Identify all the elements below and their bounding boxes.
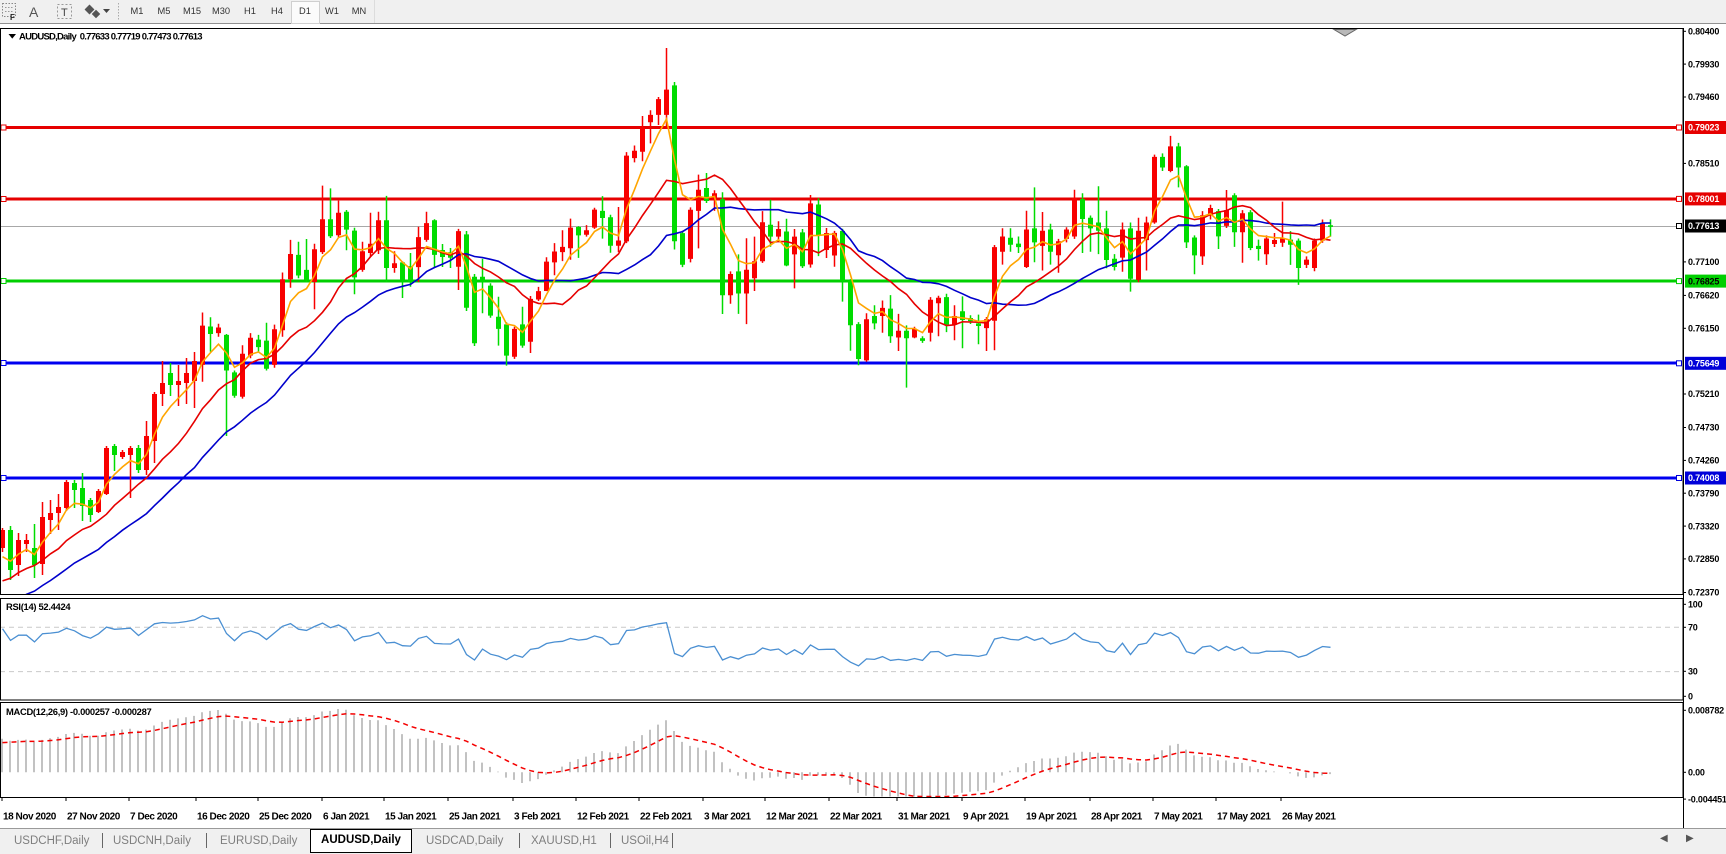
svg-text:6 Jan 2021: 6 Jan 2021 [323, 812, 370, 823]
svg-text:27 Nov 2020: 27 Nov 2020 [67, 812, 121, 823]
svg-text:0.79460: 0.79460 [1688, 92, 1719, 102]
svg-text:31 Mar 2021: 31 Mar 2021 [898, 812, 951, 823]
svg-text:7 Dec 2020: 7 Dec 2020 [130, 812, 178, 823]
svg-text:16 Dec 2020: 16 Dec 2020 [197, 812, 250, 823]
svg-text:70: 70 [1688, 623, 1698, 633]
svg-text:0.78001: 0.78001 [1688, 194, 1719, 204]
svg-text:25 Jan 2021: 25 Jan 2021 [449, 812, 501, 823]
svg-text:0.73320: 0.73320 [1688, 521, 1719, 531]
svg-text:0.74008: 0.74008 [1688, 473, 1719, 483]
svg-text:0.79930: 0.79930 [1688, 59, 1719, 69]
svg-text:22 Feb 2021: 22 Feb 2021 [640, 812, 693, 823]
svg-text:-0.004451: -0.004451 [1688, 794, 1726, 804]
svg-text:0.77100: 0.77100 [1688, 257, 1719, 267]
svg-text:F: F [10, 13, 15, 22]
svg-text:0.72370: 0.72370 [1688, 588, 1719, 598]
svg-text:18 Nov 2020: 18 Nov 2020 [3, 812, 57, 823]
svg-text:RSI(14) 52.4424: RSI(14) 52.4424 [6, 601, 71, 612]
svg-text:26 May 2021: 26 May 2021 [1282, 812, 1336, 823]
svg-text:15 Jan 2021: 15 Jan 2021 [385, 812, 437, 823]
svg-text:3 Mar 2021: 3 Mar 2021 [704, 812, 752, 823]
svg-text:0.76620: 0.76620 [1688, 291, 1719, 301]
svg-text:0.77613: 0.77613 [1688, 221, 1719, 231]
svg-text:0.72850: 0.72850 [1688, 554, 1719, 564]
svg-text:19 Apr 2021: 19 Apr 2021 [1026, 812, 1078, 823]
svg-text:25 Dec 2020: 25 Dec 2020 [259, 812, 312, 823]
svg-text:0.74730: 0.74730 [1688, 423, 1719, 433]
svg-text:0.73790: 0.73790 [1688, 488, 1719, 498]
svg-text:A: A [29, 4, 39, 20]
svg-text:0.79023: 0.79023 [1688, 123, 1719, 133]
svg-text:3 Feb 2021: 3 Feb 2021 [514, 812, 562, 823]
svg-text:0: 0 [1688, 692, 1693, 702]
svg-text:100: 100 [1688, 600, 1703, 610]
svg-text:MACD(12,26,9) -0.000257 -0.000: MACD(12,26,9) -0.000257 -0.000287 [6, 706, 151, 717]
svg-text:0.78510: 0.78510 [1688, 159, 1719, 169]
svg-text:9 Apr 2021: 9 Apr 2021 [963, 812, 1010, 823]
svg-text:0.76150: 0.76150 [1688, 324, 1719, 334]
svg-text:0.80400: 0.80400 [1688, 27, 1719, 37]
svg-text:28 Apr 2021: 28 Apr 2021 [1091, 812, 1143, 823]
svg-text:T: T [61, 7, 68, 19]
svg-text:0.008782: 0.008782 [1688, 706, 1724, 716]
svg-text:0.76825: 0.76825 [1688, 276, 1719, 286]
svg-text:30: 30 [1688, 667, 1698, 677]
svg-text:17 May 2021: 17 May 2021 [1217, 812, 1271, 823]
svg-text:AUDUSD,Daily 0.77633 0.77719: AUDUSD,Daily 0.77633 0.77719 0.77473 0.7… [19, 32, 202, 43]
svg-text:0.75210: 0.75210 [1688, 389, 1719, 399]
svg-text:7 May 2021: 7 May 2021 [1154, 812, 1203, 823]
svg-text:22 Mar 2021: 22 Mar 2021 [830, 812, 883, 823]
svg-text:0.00: 0.00 [1688, 768, 1705, 778]
svg-text:0.74260: 0.74260 [1688, 456, 1719, 466]
svg-text:12 Feb 2021: 12 Feb 2021 [577, 812, 630, 823]
svg-text:0.75649: 0.75649 [1688, 359, 1719, 369]
svg-text:12 Mar 2021: 12 Mar 2021 [766, 812, 819, 823]
